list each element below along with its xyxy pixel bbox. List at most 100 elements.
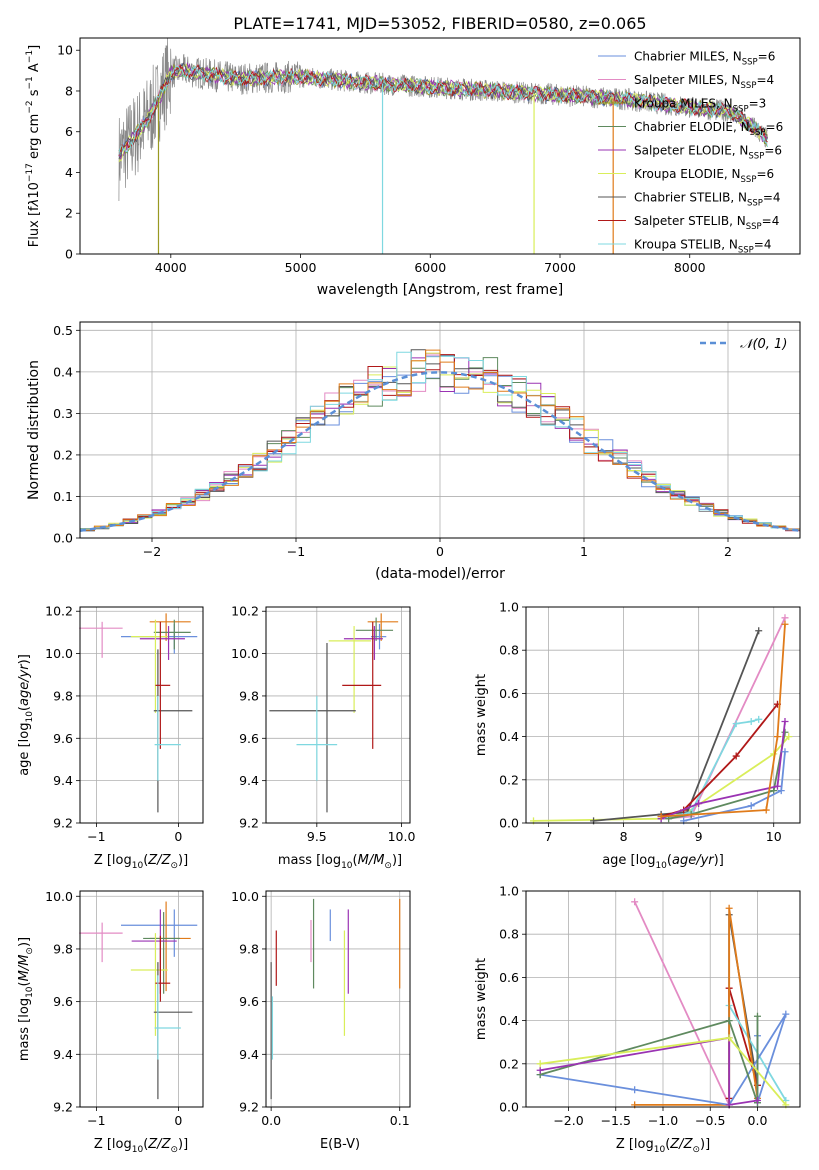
legend-label: Chabrier MILES, NSSP=6 [634, 50, 775, 68]
weight-point [631, 1086, 639, 1094]
weight-point [755, 627, 763, 635]
y-tick-label: 10.0 [231, 889, 259, 904]
x-tick-label: −1.0 [648, 1113, 678, 1128]
model-spectrum [118, 65, 768, 155]
age-vs-mass-panel: 9.5 10.0 9.2 9.4 9.6 9.8 10.0 10.2 mass [log10(… [231, 604, 415, 871]
spectrum-panel: 4000 5000 6000 7000 8000 0 2 4 6 8 10 wavelength [… [25, 37, 801, 298]
mass-vs-z-ylabel: mass [log10(M/M⊙)] [17, 937, 35, 1061]
y-tick-label: 0.4 [53, 364, 73, 379]
y-tick-label: 9.6 [239, 994, 259, 1009]
x-tick-label: 6000 [414, 260, 446, 275]
residual-panel: −2 −1 0 1 2 0.0 0.1 0.2 0.3 0.4 0.5 (data-model)/e… [26, 321, 801, 582]
mass-vs-z-xlabel: Z [log10(Z/Z⊙)] [94, 1137, 188, 1155]
y-tick-label: 0.8 [499, 927, 519, 942]
y-tick-label: 0.8 [499, 643, 519, 658]
x-tick-label: 0 [174, 829, 182, 844]
weight-vs-z-xlabel: Z [log10(Z/Z⊙)] [616, 1137, 710, 1155]
y-tick-label: 9.4 [239, 1047, 259, 1062]
weight-point [753, 1097, 761, 1105]
y-tick-label: 10.2 [231, 604, 259, 619]
x-tick-label: −2 [143, 544, 161, 559]
svg-text:𝒩(0, 1): 𝒩(0, 1) [740, 337, 787, 352]
x-tick-label: −2.0 [553, 1113, 583, 1128]
weight-series-line [668, 732, 786, 820]
y-tick-label: 0.4 [499, 1013, 519, 1028]
weight-vs-age-ylabel: mass weight [474, 674, 489, 756]
y-tick-label: 9.4 [239, 773, 259, 788]
weight-point [732, 752, 740, 760]
x-tick-label: 4000 [155, 260, 187, 275]
y-tick-label: 1.0 [499, 600, 519, 615]
weight-point [785, 733, 793, 741]
legend-label: Chabrier STELIB, NSSP=4 [634, 191, 781, 209]
y-tick-label: 10.0 [231, 646, 259, 661]
x-tick-label: 10.0 [388, 829, 416, 844]
y-tick-label: 0.6 [499, 686, 519, 701]
x-tick-label: −0.5 [695, 1113, 725, 1128]
x-tick-label: 0.1 [390, 1113, 410, 1128]
age-vs-z-panel: −1 09.29.49.69.810.010.2 Z [log10(Z/Z⊙)] … [17, 604, 204, 871]
weight-point [781, 728, 789, 736]
x-tick-label: 9 [695, 829, 703, 844]
residual-histogram [80, 349, 800, 531]
weight-vs-z-panel: −2.0 −1.5 −1.0 −0.5 0.0 0.0 0.2 0.4 0.6 0.8 1.0 Z … [474, 884, 801, 1155]
weight-series-line [540, 1036, 758, 1106]
gaussian-legend: 𝒩(0, 1) [700, 337, 787, 352]
y-tick-label: 4 [65, 165, 73, 180]
weight-series-line [634, 908, 759, 1106]
weight-point [762, 806, 770, 814]
weight-point [781, 614, 789, 622]
y-tick-label: 9.8 [53, 688, 73, 703]
mass-vs-ebv-panel: 0.0 0.1 9.2 9.4 9.6 9.8 10.0 E(B-V) [231, 889, 411, 1152]
weight-vs-z-ylabel: mass weight [474, 958, 489, 1040]
age-vs-z-ylabel: age [log10(age/yr)] [17, 654, 35, 776]
weight-series-line [661, 624, 786, 818]
gaussian-curve [79, 371, 801, 532]
weight-point [725, 1034, 733, 1042]
spectrum-xlabel: wavelength [Angstrom, rest frame] [317, 282, 563, 298]
y-tick-label: 0.3 [53, 406, 73, 421]
weight-series-line [539, 1016, 759, 1103]
y-tick-label: 9.2 [239, 1100, 259, 1115]
x-tick-label: 0.0 [261, 1113, 281, 1128]
weight-point [747, 717, 755, 725]
weight-series-line [660, 718, 759, 820]
residual-histogram [80, 349, 800, 532]
legend-label: Chabrier ELODIE, NSSP=6 [634, 120, 783, 138]
age-vs-mass-xlabel: mass [log10(M/M⊙)] [278, 853, 402, 871]
y-tick-label: 6 [65, 124, 73, 139]
y-tick-label: 9.2 [239, 816, 259, 831]
weight-point [536, 1060, 544, 1068]
weight-point [725, 904, 733, 912]
y-tick-label: 0.2 [499, 772, 519, 787]
weight-point [725, 1017, 733, 1025]
x-tick-label: −1.5 [601, 1113, 631, 1128]
y-tick-label: 10 [57, 43, 73, 58]
weight-series-line [633, 901, 730, 1106]
model-spectrum [118, 62, 768, 162]
weight-series-line [660, 721, 786, 820]
y-tick-label: 0.2 [53, 447, 73, 462]
y-tick-label: 9.6 [53, 731, 73, 746]
y-tick-label: 0 [65, 247, 73, 262]
weight-point [747, 802, 755, 810]
weight-point [773, 782, 781, 790]
weight-point [753, 1012, 761, 1020]
y-tick-label: 0.5 [53, 323, 73, 338]
y-tick-label: 1.0 [499, 884, 519, 899]
legend-label: Salpeter ELODIE, NSSP=6 [634, 144, 782, 162]
x-tick-label: 0 [436, 544, 444, 559]
residual-ylabel: Normed distribution [26, 360, 42, 500]
y-tick-label: 9.8 [239, 688, 259, 703]
x-tick-label: −1 [87, 1113, 105, 1128]
legend-label: Kroupa ELODIE, NSSP=6 [634, 167, 774, 185]
model-spectrum [118, 63, 768, 156]
y-tick-label: 0.0 [499, 1100, 519, 1115]
mass-vs-ebv-xlabel: E(B-V) [320, 1137, 360, 1152]
x-tick-label: 10 [766, 829, 782, 844]
x-tick-label: 8 [620, 829, 628, 844]
weight-series-line [533, 736, 790, 822]
weight-point [781, 748, 789, 756]
weight-point [773, 733, 781, 741]
